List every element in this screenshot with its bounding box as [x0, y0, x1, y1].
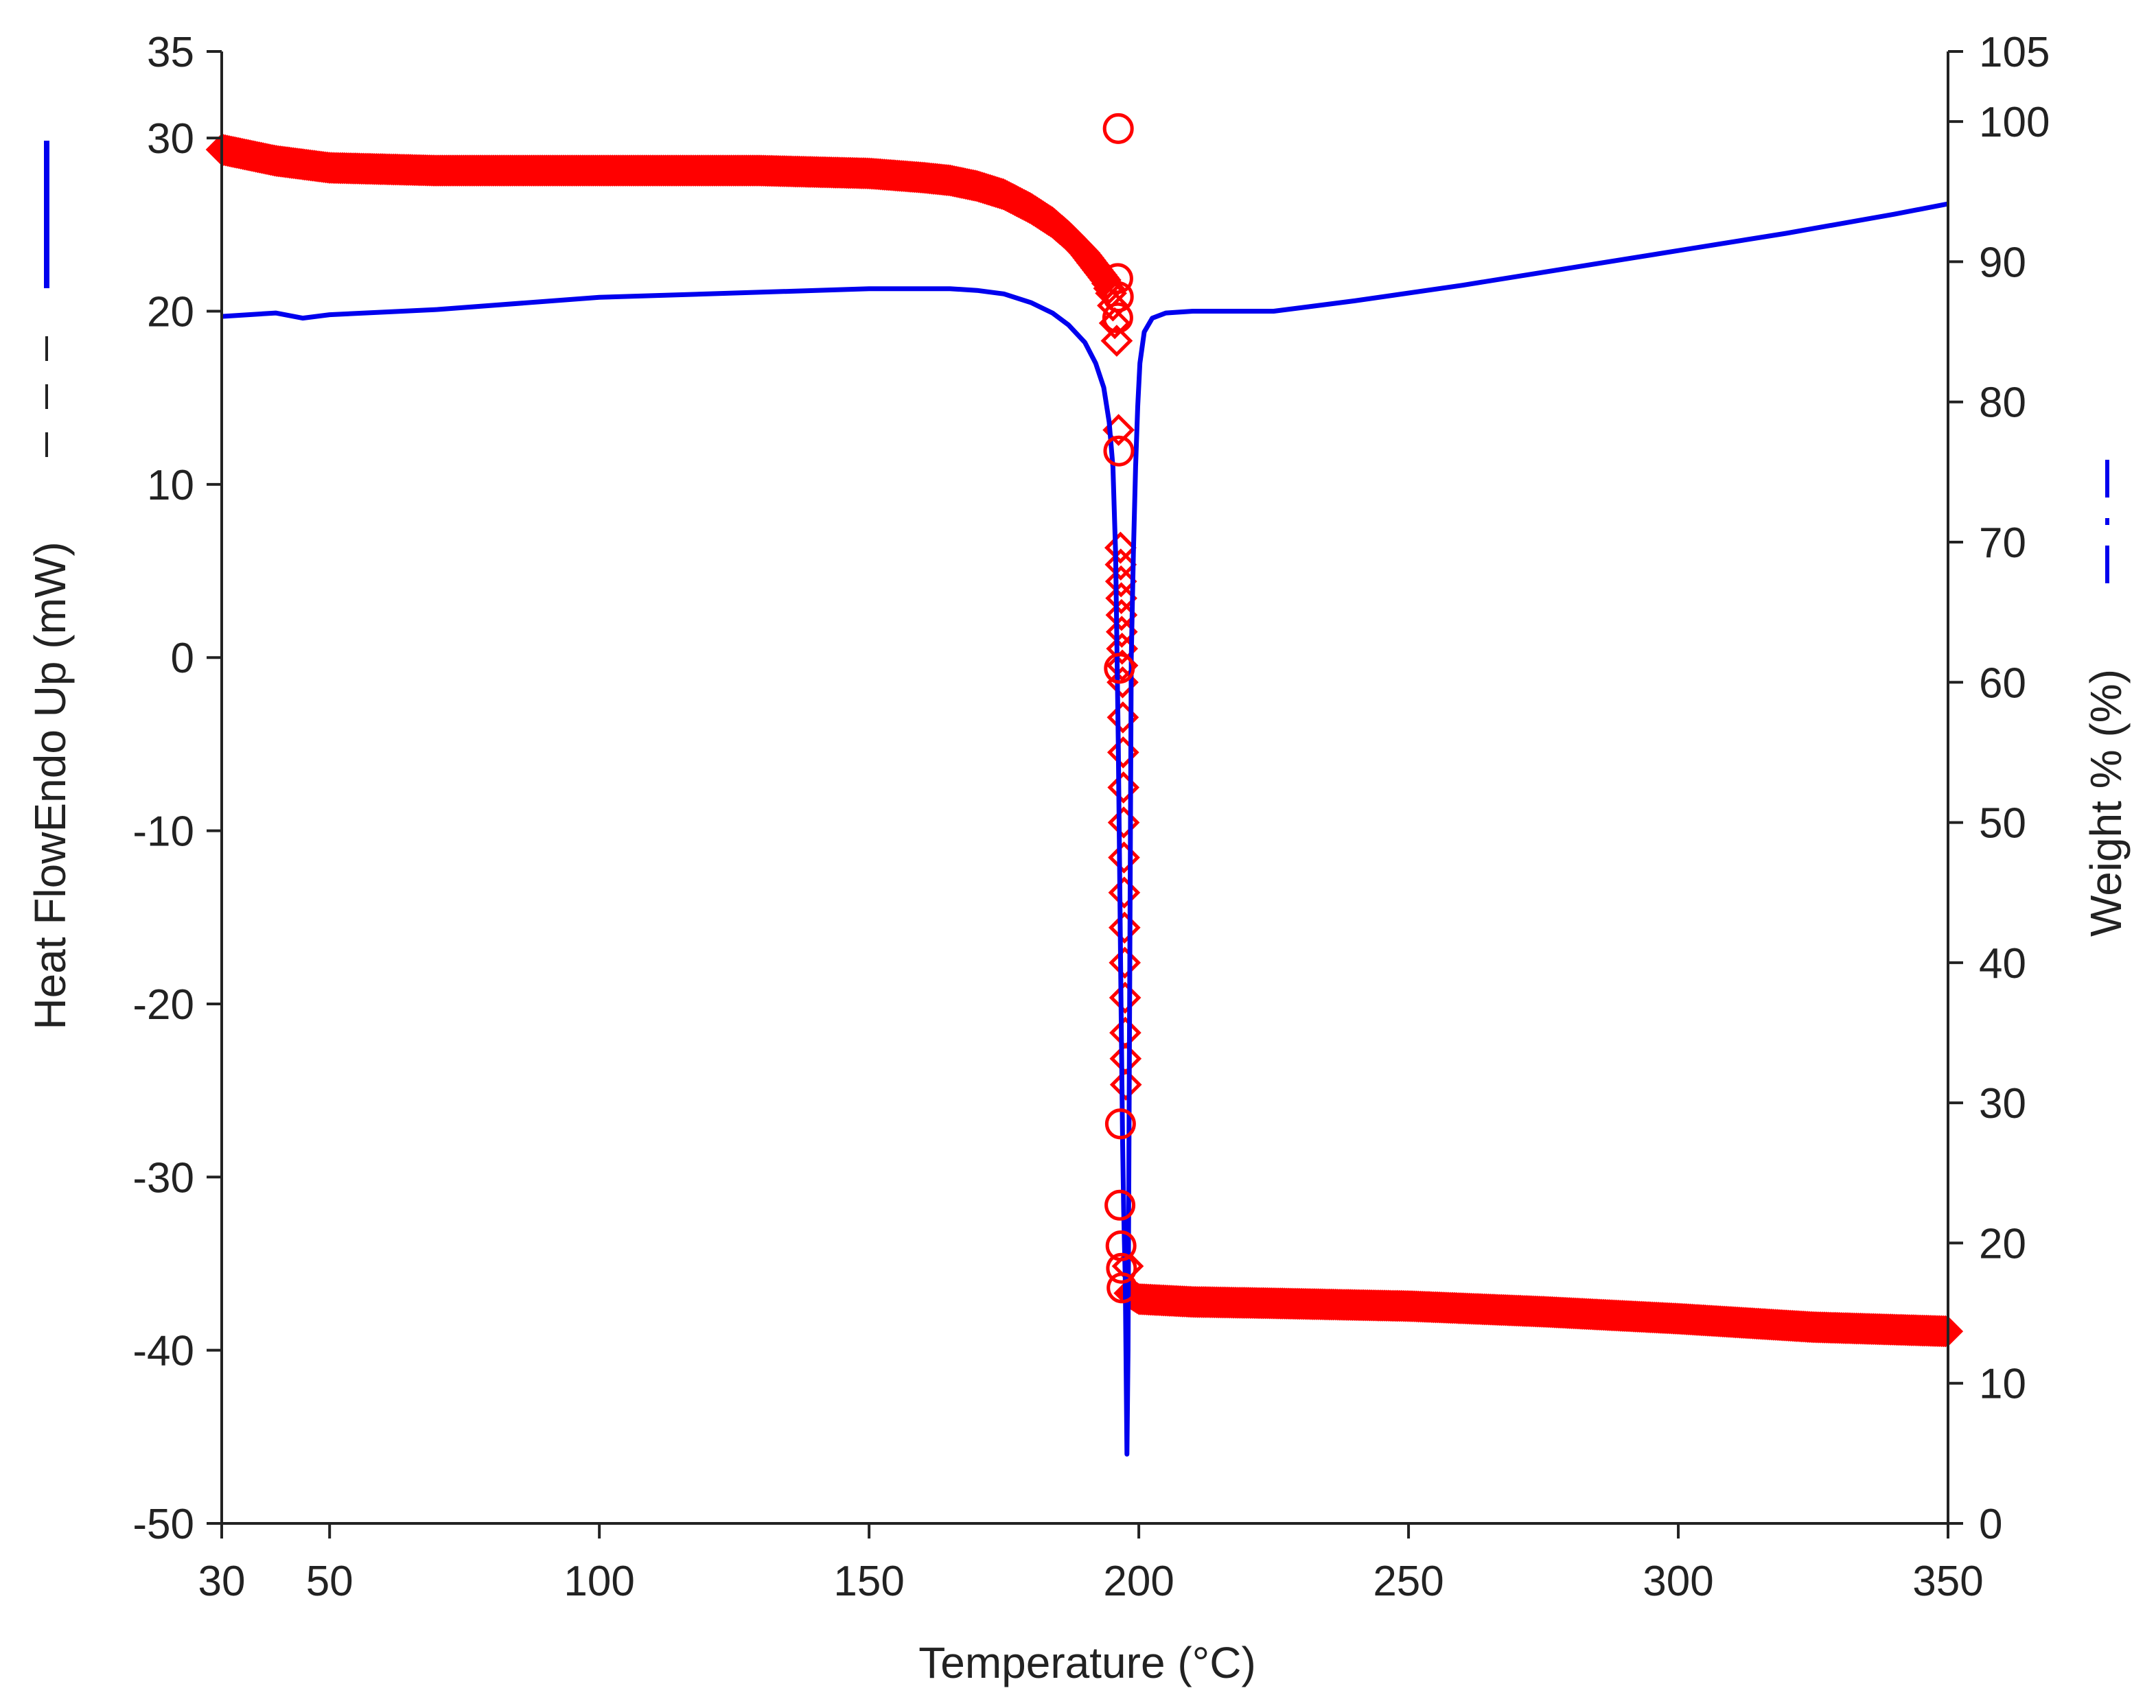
x-tick-label: 200 — [1103, 1558, 1174, 1605]
weight-point — [1109, 1016, 1141, 1049]
y-left-tick-label: 30 — [147, 115, 194, 163]
y-right-tick-label: 80 — [1979, 379, 2026, 427]
weight-open-marker — [1106, 1272, 1138, 1304]
y-right-tick-label: 30 — [1979, 1080, 2026, 1127]
weight-point — [1100, 325, 1133, 357]
weight-dense-markers — [205, 133, 1964, 1348]
weight-open-marker — [1106, 1252, 1137, 1284]
y-right-tick-label: 40 — [1979, 940, 2026, 987]
weight-open-marker — [1102, 302, 1133, 334]
y-right-tick-label: 10 — [1979, 1361, 2026, 1408]
weight-open-marker — [1104, 1189, 1136, 1221]
y-left-tick-label: 20 — [147, 289, 194, 336]
y-axis-right-title: Weight % (%) — [2081, 669, 2131, 937]
weight-point — [1931, 1315, 1964, 1348]
y-axis-left-title: Heat FlowEndo Up (mW) — [25, 541, 75, 1029]
y-left-tick-label: 10 — [147, 462, 194, 509]
weight-open-marker — [1104, 1108, 1136, 1140]
y-right-tick-label: 60 — [1979, 659, 2026, 707]
y-left-tick-label: 0 — [171, 635, 194, 682]
y-right-tick-label: 105 — [1979, 29, 2050, 76]
y-right-tick-label: 50 — [1979, 800, 2026, 847]
heat-flow-line — [221, 201, 1949, 1457]
weight-open-marker — [1105, 1230, 1137, 1261]
weight-open-marker — [1102, 281, 1134, 312]
x-tick-label: 50 — [306, 1558, 353, 1605]
y-right-tick-label: 0 — [1979, 1501, 2002, 1548]
x-tick-label: 150 — [833, 1558, 904, 1605]
weight-open-marker — [1102, 113, 1134, 144]
weight-open-marker — [1103, 435, 1135, 467]
weight-open-marker — [1104, 653, 1135, 684]
x-tick-label: 30 — [198, 1558, 246, 1605]
y-right-tick-label: 20 — [1979, 1220, 2026, 1267]
y-left-tick-label: -50 — [132, 1501, 194, 1548]
x-tick-label: 350 — [1912, 1558, 1983, 1605]
x-tick-label: 300 — [1643, 1558, 1713, 1605]
x-tick-label: 250 — [1373, 1558, 1444, 1605]
weight-point — [1109, 1068, 1142, 1101]
y-left-tick-label: -30 — [132, 1154, 194, 1202]
weight-point — [1109, 1042, 1142, 1075]
y-left-tick-label: -10 — [132, 808, 194, 856]
y-left-tick-label: 35 — [147, 29, 194, 76]
y-left-tick-label: -20 — [132, 981, 194, 1029]
y-left-tick-label: -40 — [132, 1328, 194, 1375]
x-tick-label: 100 — [564, 1558, 634, 1605]
y-right-tick-label: 70 — [1979, 519, 2026, 567]
y-right-tick-label: 90 — [1979, 239, 2026, 286]
weight-open-marker — [1102, 263, 1133, 294]
x-axis-title: Temperature (°C) — [918, 1638, 1256, 1687]
y-right-tick-label: 100 — [1979, 99, 2050, 146]
